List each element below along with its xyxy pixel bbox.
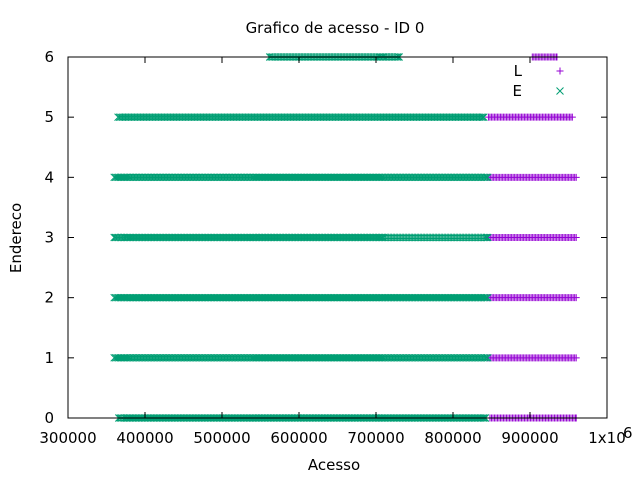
legend: LE: [513, 62, 564, 100]
series-l-band-5: [484, 113, 576, 121]
y-tick-label: 5: [44, 108, 54, 126]
x-tick-label: 300000: [39, 429, 96, 447]
chart-title: Grafico de acesso - ID 0: [246, 19, 425, 37]
plot-marks: [110, 53, 580, 422]
series-l-band-2: [484, 294, 580, 302]
series-e-band-2: [110, 293, 492, 302]
y-tick-label: 3: [44, 229, 54, 247]
y-axis-label: Endereco: [7, 203, 25, 273]
y-tick-label: 6: [44, 48, 54, 66]
series-l-band-4: [484, 173, 580, 181]
x-tick-label: 1x10: [588, 429, 626, 447]
legend-label: E: [513, 82, 522, 100]
series-e-band-3: [110, 233, 492, 242]
legend-marker: [556, 87, 564, 95]
x-tick-label: 600000: [270, 429, 327, 447]
y-tick-label: 0: [44, 409, 54, 427]
series-e: [110, 53, 492, 422]
x-axis-ticks: 300000 400000 500000 600000 700000 800000 9000…: [39, 57, 626, 447]
x-tick-label: 900000: [501, 429, 558, 447]
x-tick-label: 400000: [116, 429, 173, 447]
series-e-band-4: [110, 173, 492, 182]
x-tick-label: 700000: [347, 429, 404, 447]
series-e-band-5: [114, 113, 488, 122]
x-multiplier-exponent: 6: [623, 424, 633, 442]
x-axis-label: Acesso: [308, 456, 360, 474]
y-tick-label: 2: [44, 289, 54, 307]
legend-label: L: [514, 62, 523, 80]
legend-item-e: E: [513, 82, 564, 100]
y-axis-ticks: 0 1 2 3 4 5 6: [44, 48, 607, 427]
series-l-band-1: [484, 354, 580, 362]
series-e-band-1: [110, 353, 492, 362]
series-l-band-3: [484, 234, 580, 241]
x-tick-label: 500000: [193, 429, 250, 447]
x-tick-label: 800000: [424, 429, 481, 447]
legend-item-l: L: [514, 62, 564, 80]
series-l: [484, 53, 580, 422]
y-tick-label: 1: [44, 349, 54, 367]
legend-marker: [556, 67, 564, 75]
y-tick-label: 4: [44, 168, 54, 186]
